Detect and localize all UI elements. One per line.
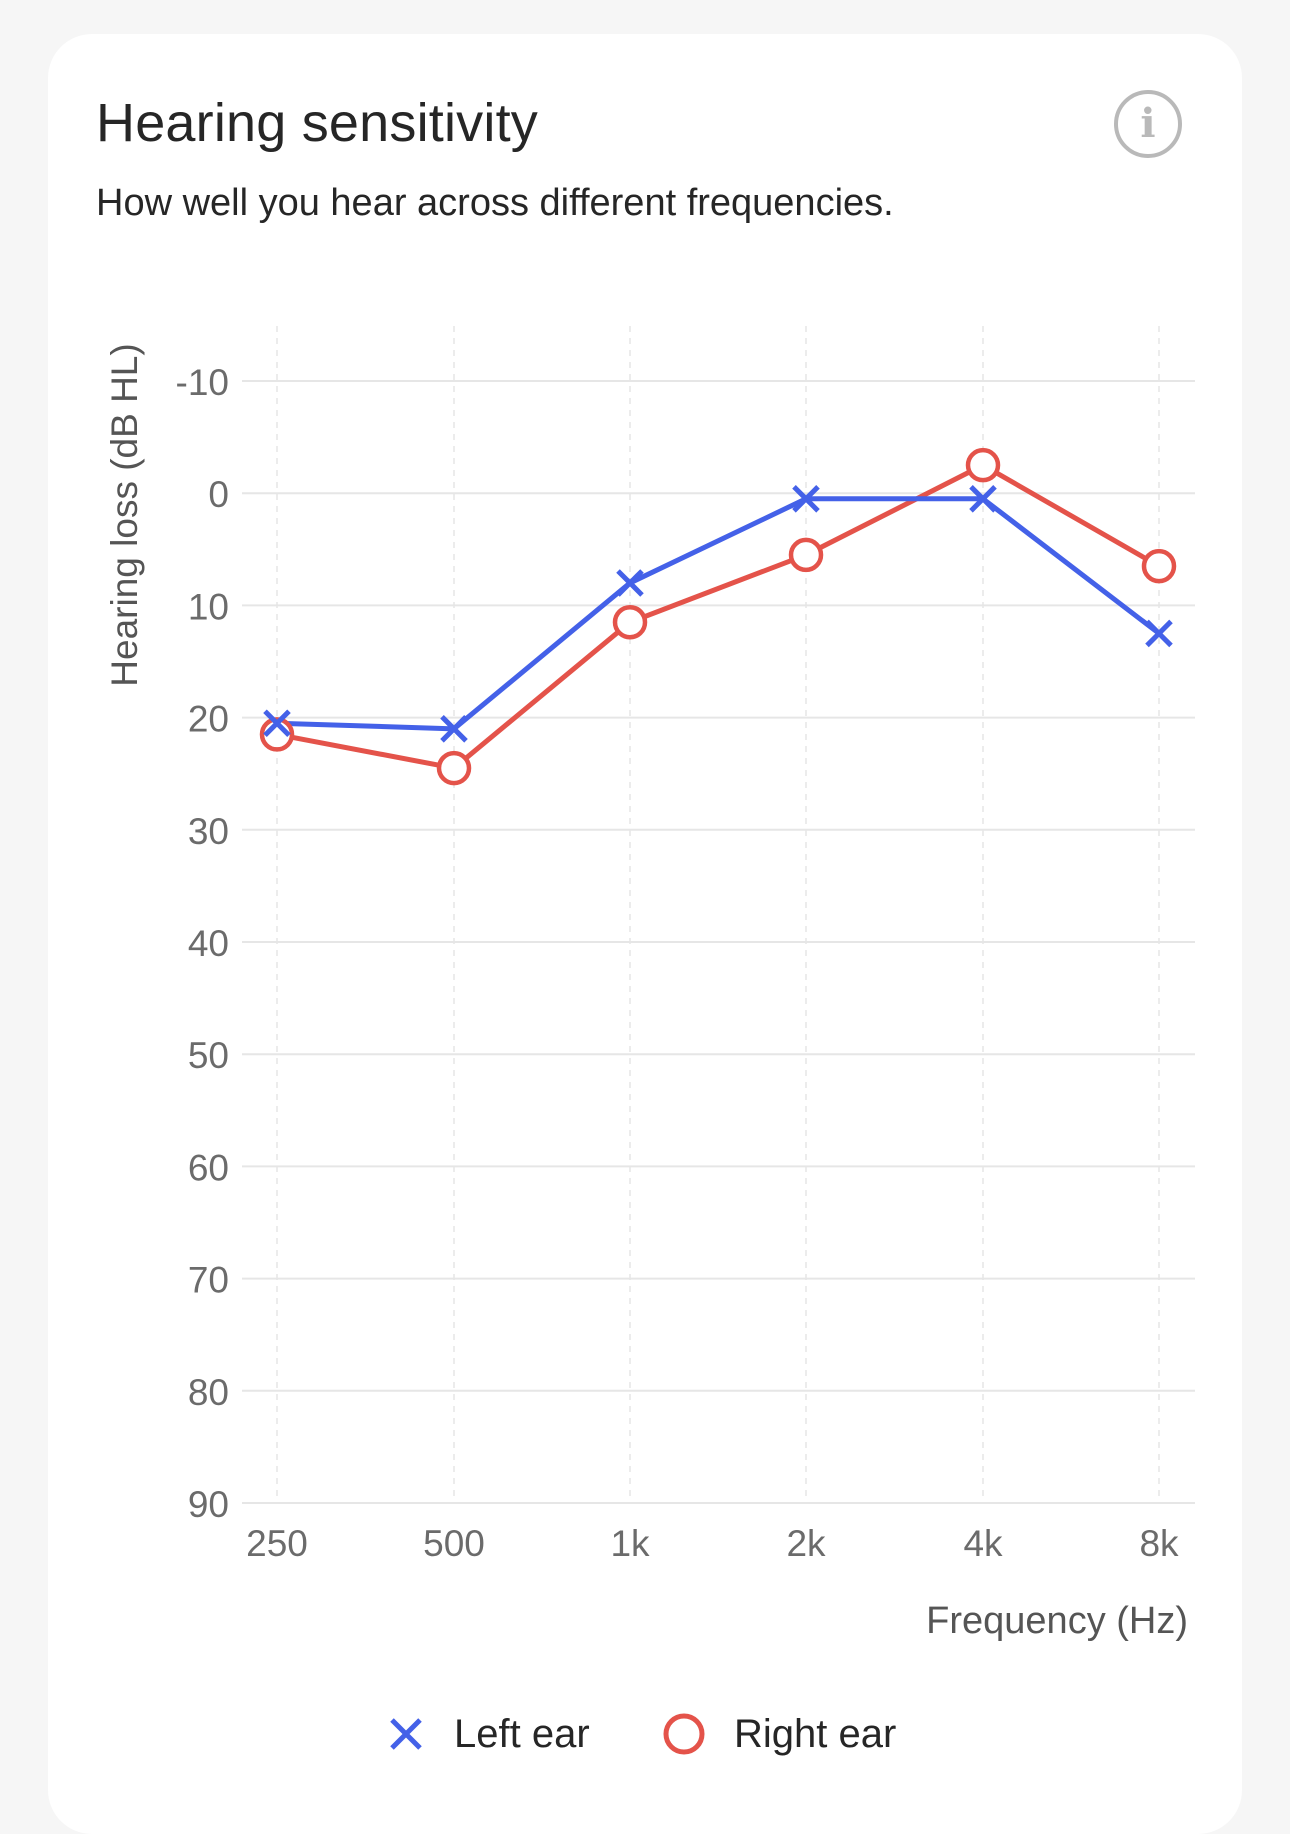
x-tick-label: 250 [246,1523,308,1564]
series-line-left-ear [276,496,1161,732]
x-axis-title: Frequency (Hz) [926,1600,1188,1642]
hearing-chart: -10 0 10 20 30 40 50 60 70 80 90 250 500 1k 2k 4k 8k Freq… [104,326,1195,1642]
right-ear-point [436,750,472,786]
left-ear-point [616,569,644,597]
chart-legend: Left ear Right ear [0,1704,1290,1764]
y-tick-label: 80 [188,1372,229,1413]
y-tick-label: -10 [176,362,229,403]
y-tick-label: 30 [188,811,229,852]
right-ear-point [612,604,648,640]
legend-item-right-ear: Right ear [662,1704,896,1764]
series-line-right-ear [276,462,1161,771]
legend-label-left-ear: Left ear [454,1711,590,1756]
right-ear-point [788,537,824,573]
y-axis-title: Hearing loss (dB HL) [104,343,145,686]
y-tick-label: 0 [208,474,229,515]
x-tick-label: 500 [423,1523,485,1564]
legend-label-right-ear: Right ear [734,1711,897,1756]
y-tick-label: 10 [188,586,229,627]
hearing-sensitivity-card [48,34,1242,1834]
circle-marker-icon [663,1713,705,1755]
left-ear-point [440,715,468,743]
y-tick-label: 50 [188,1035,229,1076]
legend-item-left-ear: Left ear [386,1704,590,1764]
right-ear-point [1141,548,1177,584]
card-subtitle: How well you hear across different frequ… [96,182,894,224]
right-ear-point [965,447,1001,483]
x-tick-label: 8k [1139,1523,1179,1564]
card-title: Hearing sensitivity [96,93,538,153]
left-ear-point [792,485,820,513]
x-tick-label: 4k [963,1523,1003,1564]
info-icon[interactable]: i [1114,90,1182,158]
left-ear-point [969,485,997,513]
y-tick-label: 20 [188,699,229,740]
left-ear-point [1145,619,1173,648]
x-tick-label: 2k [786,1523,826,1564]
y-tick-label: 90 [188,1484,229,1525]
y-tick-label: 60 [188,1147,229,1188]
y-tick-label: 70 [188,1260,229,1301]
x-tick-label: 1k [610,1523,650,1564]
x-marker-icon [390,1718,422,1750]
y-tick-label: 40 [188,923,229,964]
right-ear-point [259,717,295,752]
left-ear-point [263,709,291,737]
